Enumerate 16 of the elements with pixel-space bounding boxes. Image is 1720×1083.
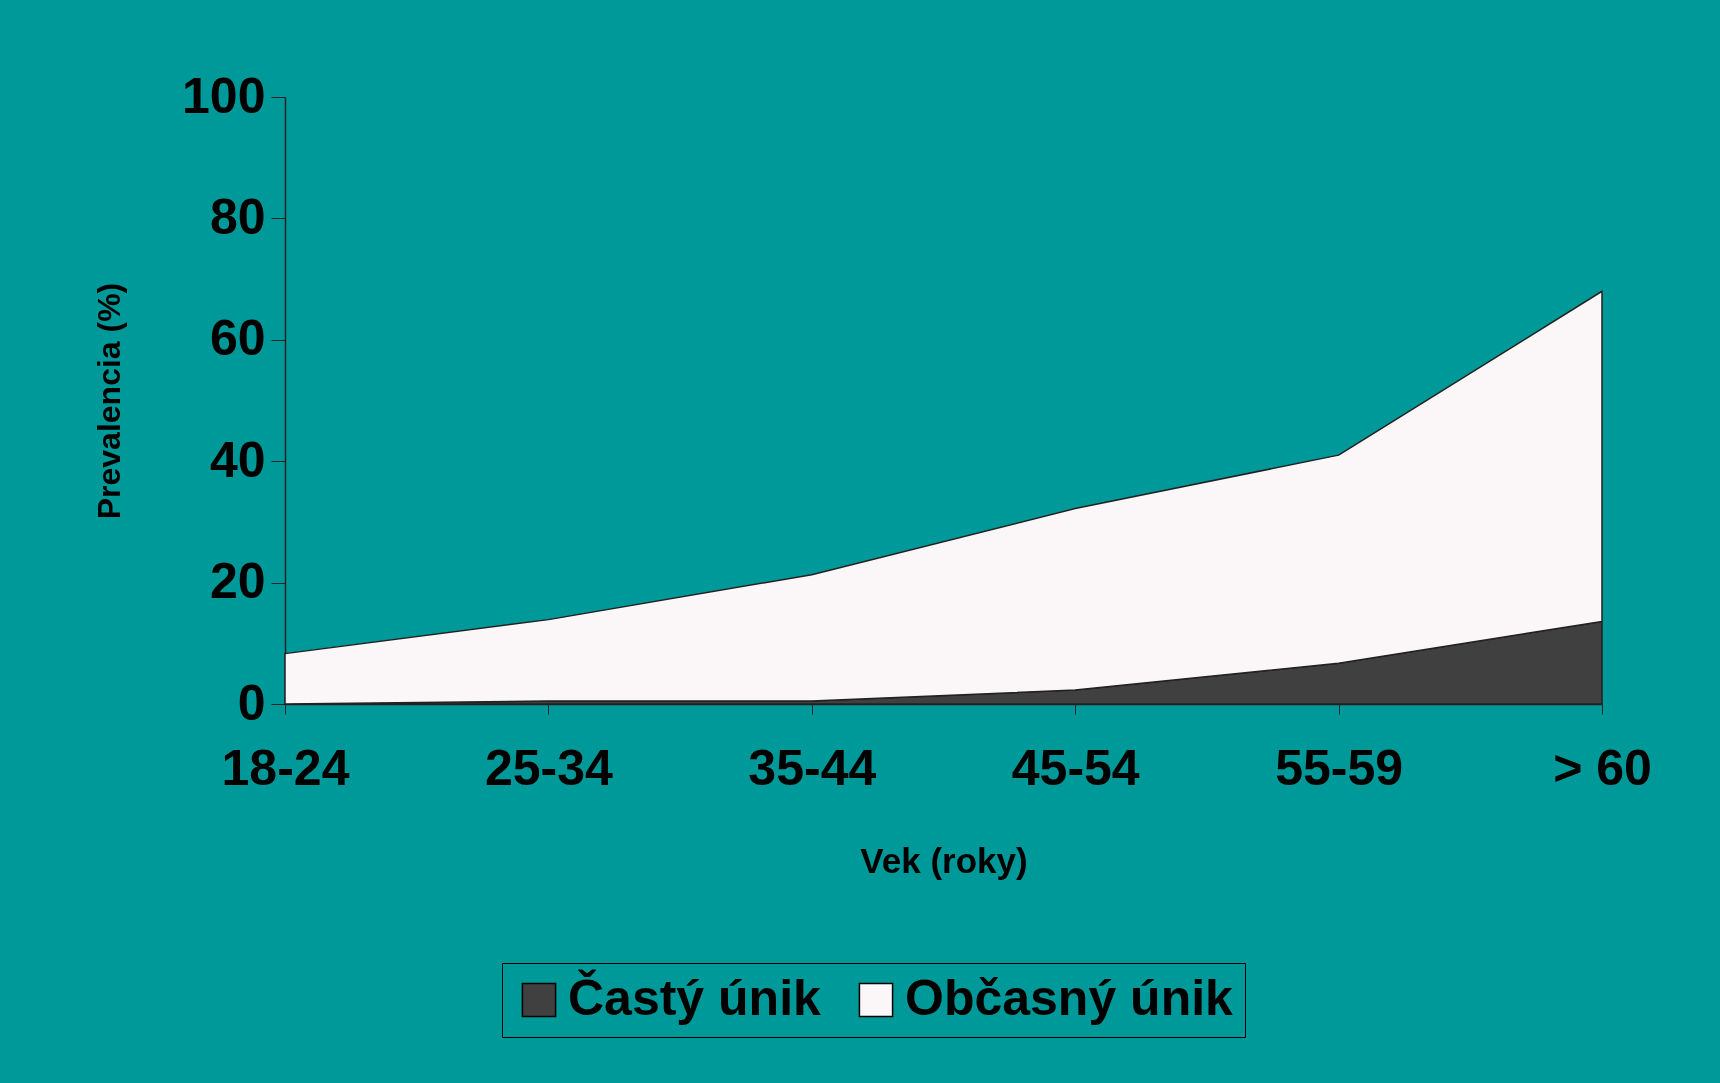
y-tick-label: 20 (209, 553, 266, 610)
y-tick-label: 0 (237, 674, 266, 731)
x-tick-label: 55-59 (1275, 739, 1404, 796)
x-tick-label: 35-44 (748, 739, 877, 796)
x-tick-label: 45-54 (1011, 739, 1140, 796)
y-axis-title: Prevalencia (%) (91, 282, 128, 520)
y-tick-label: 60 (209, 310, 266, 367)
y-tick-label: 80 (209, 188, 266, 245)
legend-label: Častý únik (568, 969, 822, 1026)
y-tick-label: 100 (182, 67, 266, 124)
x-tick-label: > 60 (1553, 739, 1652, 796)
x-tick-label: 18-24 (221, 739, 350, 796)
y-tick-label: 40 (209, 431, 266, 488)
legend-label: Občasný únik (905, 970, 1234, 1026)
x-tick-label: 25-34 (484, 739, 614, 796)
x-axis-title: Vek (roky) (860, 840, 1028, 880)
